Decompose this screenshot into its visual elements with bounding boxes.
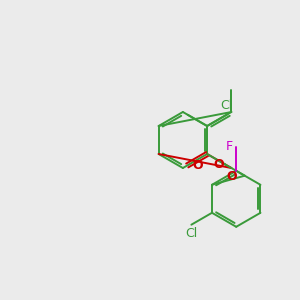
Text: O: O (192, 159, 203, 172)
Text: O: O (226, 170, 237, 183)
Text: F: F (226, 140, 233, 154)
Text: O: O (214, 158, 224, 171)
Text: Cl: Cl (220, 99, 233, 112)
Text: Cl: Cl (185, 227, 197, 240)
